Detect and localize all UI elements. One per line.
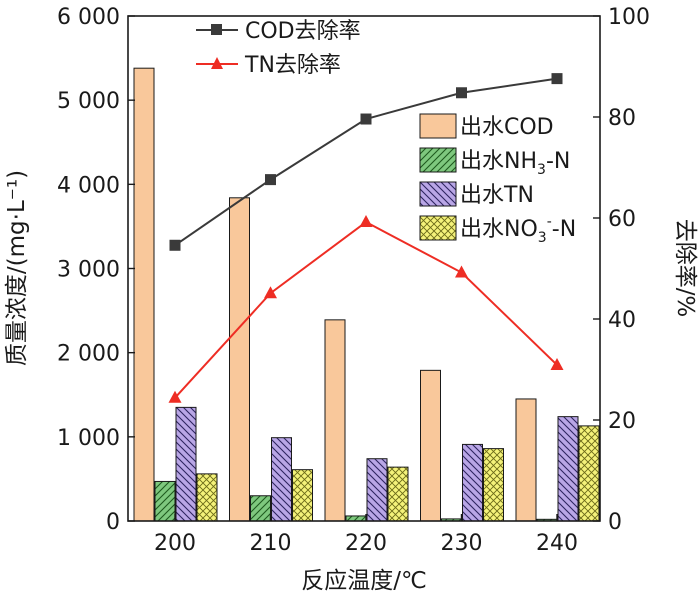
x-tick-label-230: 230: [441, 531, 483, 556]
legend-item-nh3n-effluent: 出水NH3-N: [419, 147, 570, 178]
legend-label-nh3n-sub: 3: [537, 162, 546, 178]
y-left-tick-label-1000: 1 000: [57, 426, 120, 451]
legend-lines: COD去除率 TN去除率: [196, 19, 361, 78]
legend-label-no3n-main: 出水NO: [460, 217, 538, 242]
y-left-tick-label-2000: 2 000: [57, 342, 120, 367]
legend-swatch-no3n-effluent: [419, 215, 457, 241]
legend-label-cod-effluent: 出水COD: [460, 115, 554, 140]
y-right-tick-label-60: 60: [608, 207, 636, 232]
legend-item-tn-removal: TN去除率: [196, 53, 341, 78]
point-tn-removal-230: [455, 265, 468, 278]
legend-bars: 出水COD 出水NH3-N 出水TN 出水NO3--N: [419, 113, 576, 246]
point-tn-removal-210: [264, 286, 277, 299]
legend-item-no3n-effluent: 出水NO3--N: [419, 214, 576, 246]
bar-cod-effluent-210: [229, 197, 250, 522]
legend-swatch-tn-effluent: [419, 181, 457, 207]
x-tick-label-200: 200: [154, 531, 196, 556]
y-left-tick-label-4000: 4 000: [57, 173, 120, 198]
y-right-tick-label-40: 40: [608, 308, 636, 333]
y-left-tick-label-5000: 5 000: [57, 89, 120, 114]
point-cod-removal-210: [265, 174, 276, 186]
legend-label-no3n-sub: 3: [538, 230, 547, 246]
y-left-tick-label-3000: 3 000: [57, 258, 120, 283]
x-axis-title: 反应温度/℃: [301, 568, 427, 594]
legend-swatch-cod-effluent: [419, 113, 457, 139]
bar-tn-effluent-220: [366, 458, 388, 522]
bar-tn-effluent-200: [175, 406, 197, 522]
point-cod-removal-240: [551, 73, 563, 85]
legend-label-tn-removal: TN去除率: [244, 53, 341, 78]
legend-label-no3n-suffix: -N: [552, 217, 576, 242]
y-left-tick-label-6000: 6 000: [57, 5, 120, 30]
y-right-tick-label-80: 80: [608, 106, 636, 131]
legend-item-tn-effluent: 出水TN: [419, 181, 534, 208]
point-cod-removal-230: [456, 87, 467, 99]
y-right-tick-label-20: 20: [608, 409, 636, 434]
y-right-tick-label-0: 0: [608, 510, 622, 535]
point-cod-removal-220: [360, 113, 372, 125]
bar-tn-effluent-230: [462, 443, 483, 522]
bar-cod-effluent-240: [515, 398, 537, 522]
legend-label-no3n-effluent: 出水NO3--N: [460, 214, 576, 246]
legend-label-no3n-sup: -: [547, 214, 552, 230]
point-cod-removal-200: [169, 239, 181, 251]
x-tick-label-210: 210: [250, 531, 292, 556]
legend-label-tn-effluent: 出水TN: [460, 183, 534, 208]
legend-swatch-nh3n-effluent: [419, 147, 457, 173]
legend-item-cod-removal: COD去除率: [196, 19, 361, 44]
bar-cod-effluent-230: [420, 369, 441, 522]
bar-tn-effluent-210: [271, 437, 292, 522]
bar-nh3n-effluent-210: [250, 495, 271, 522]
legend-item-cod-effluent: 出水COD: [419, 113, 554, 140]
legend-marker-cod-removal: [211, 24, 222, 35]
bar-no3n-effluent-210: [292, 469, 313, 522]
legend-label-nh3n-suffix: -N: [546, 149, 570, 174]
y-axis-title-left: 质量浓度/(mg·L⁻¹): [4, 170, 30, 366]
bar-cod-effluent-200: [133, 67, 155, 522]
legend-label-nh3n-effluent: 出水NH3-N: [460, 149, 570, 178]
bar-no3n-effluent-220: [387, 466, 409, 522]
bar-no3n-effluent-200: [196, 473, 218, 522]
legend-label-cod-removal: COD去除率: [245, 19, 361, 44]
bar-nh3n-effluent-200: [154, 480, 176, 522]
legend-marker-tn-removal: [211, 57, 223, 69]
point-tn-removal-240: [550, 357, 564, 370]
legend-label-nh3n-main: 出水NH: [460, 149, 537, 174]
bar-cod-effluent-220: [324, 319, 346, 522]
y-left-tick-label-0: 0: [106, 510, 120, 535]
y-axis-title-right: 去除率/%: [672, 219, 698, 318]
bar-tn-effluent-240: [557, 416, 579, 522]
x-tick-label-220: 220: [345, 531, 387, 556]
point-tn-removal-200: [168, 390, 182, 403]
bar-no3n-effluent-240: [578, 425, 600, 522]
x-tick-label-240: 240: [536, 531, 578, 556]
bar-no3n-effluent-230: [483, 448, 504, 522]
y-right-tick-label-100: 100: [608, 5, 650, 30]
point-tn-removal-220: [359, 215, 373, 228]
